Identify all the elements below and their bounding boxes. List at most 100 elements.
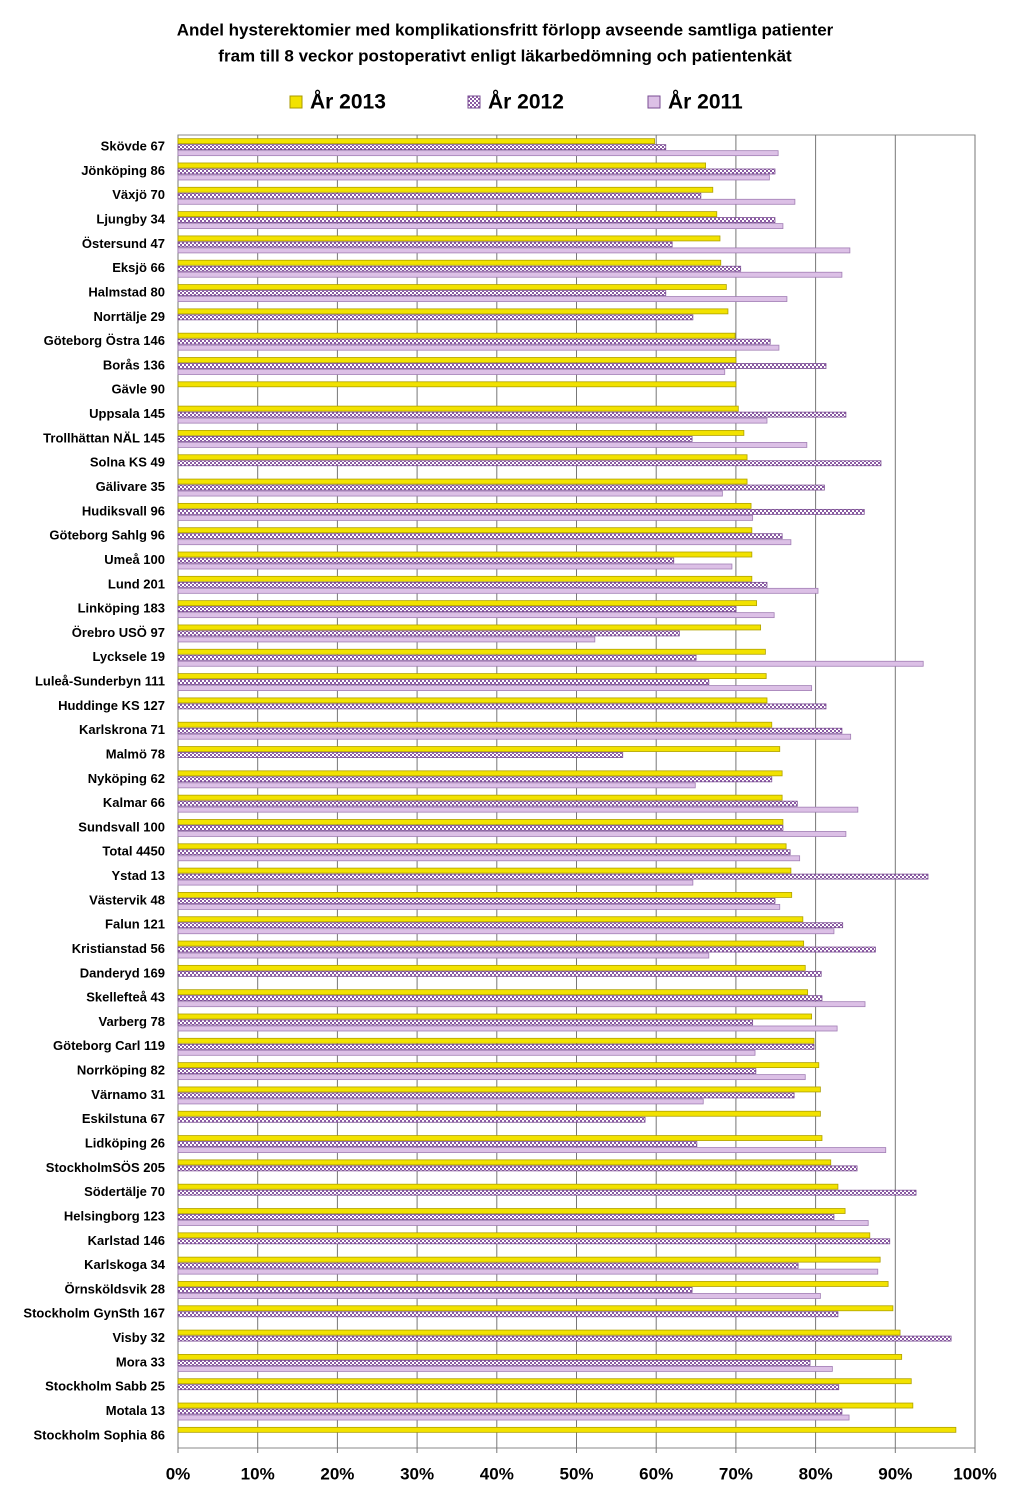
bar: [177, 600, 758, 607]
bar: [177, 879, 694, 886]
y-tick-label: Östersund 47: [82, 236, 165, 251]
y-tick-label: Stockholm Sabb 25: [45, 1379, 165, 1394]
chart-title: Andel hysterektomier med komplikationsfr…: [177, 20, 834, 39]
legend-swatch: [289, 95, 303, 109]
bar: [177, 654, 697, 661]
bar: [177, 770, 783, 777]
bar: [177, 673, 767, 679]
bar: [177, 284, 727, 290]
bar: [177, 174, 770, 181]
bar: [177, 679, 710, 685]
y-tick-label: Huddinge KS 127: [58, 698, 165, 713]
y-tick-label: Falun 121: [105, 917, 165, 932]
bar: [177, 198, 796, 205]
bar: [177, 685, 813, 691]
bar: [177, 259, 722, 266]
y-tick-label: Norrtälje 29: [93, 309, 165, 324]
bar: [177, 539, 792, 546]
y-tick-label: Malmö 78: [106, 746, 165, 761]
y-tick-label: Visby 32: [112, 1330, 165, 1345]
bar: [177, 648, 766, 655]
bar: [177, 223, 784, 230]
bar: [177, 533, 783, 540]
bar: [177, 314, 694, 321]
bar: [177, 630, 680, 637]
y-tick-label: Stockholm Sophia 86: [34, 1427, 165, 1442]
y-tick-label: Lund 201: [108, 576, 165, 591]
bar: [177, 551, 753, 558]
bar: [177, 1329, 901, 1336]
bar: [177, 1359, 811, 1366]
y-tick-label: Sundsvall 100: [78, 819, 165, 834]
bar: [177, 867, 792, 874]
bar: [177, 332, 736, 339]
bar: [177, 436, 693, 442]
bar: [177, 746, 781, 752]
legend-label: År 2012: [488, 90, 564, 114]
bar: [177, 952, 710, 959]
y-tick-label: Mora 33: [116, 1354, 165, 1369]
y-tick-label: Trollhättan NÄL 145: [43, 430, 165, 445]
y-tick-label: Örebro USÖ 97: [72, 625, 165, 640]
bar: [177, 369, 726, 375]
bar: [177, 247, 851, 254]
bar: [177, 1287, 693, 1293]
bar: [177, 946, 876, 953]
y-tick-label: Hudiksvall 96: [82, 503, 165, 518]
bar: [177, 381, 737, 388]
bar: [177, 168, 776, 175]
bar: [177, 581, 768, 588]
bar: [177, 612, 775, 619]
y-tick-label: Karlskrona 71: [79, 722, 165, 737]
bar: [177, 271, 843, 278]
bar: [177, 460, 882, 467]
bar: [177, 1311, 839, 1318]
y-tick-label: Växjö 70: [112, 187, 165, 202]
bar: [177, 995, 823, 1002]
bar: [177, 873, 929, 880]
y-tick-label: Skövde 67: [101, 139, 165, 154]
bar: [177, 1208, 846, 1214]
legend-swatch: [467, 95, 481, 109]
x-tick-label: 50%: [559, 1464, 593, 1483]
y-tick-label: Gävle 90: [112, 382, 166, 397]
bar: [177, 703, 827, 710]
bar: [177, 587, 819, 594]
bar: [177, 1086, 821, 1093]
bar: [177, 338, 771, 345]
bar: [177, 727, 843, 734]
bar: [177, 1384, 840, 1391]
bar: [177, 1025, 838, 1032]
bar: [177, 1220, 869, 1226]
bar: [177, 527, 753, 534]
bar: [177, 478, 748, 485]
bar: [177, 1335, 952, 1342]
bar: [177, 928, 835, 935]
bar: [177, 442, 808, 448]
x-tick-label: 90%: [878, 1464, 912, 1483]
bar: [177, 782, 696, 789]
bar: [177, 819, 784, 825]
bar: [177, 265, 742, 272]
bar: [177, 1098, 704, 1105]
bar: [177, 825, 784, 831]
bar: [177, 1049, 756, 1056]
bar: [177, 1256, 881, 1263]
y-tick-label: Uppsala 145: [89, 406, 165, 421]
x-tick-label: 60%: [639, 1464, 673, 1483]
bar: [177, 636, 596, 643]
bar: [177, 1268, 879, 1275]
bar: [177, 904, 781, 910]
bar: [177, 733, 852, 740]
bar: [177, 357, 737, 363]
y-tick-label: Stockholm GynSth 167: [23, 1306, 165, 1321]
bar: [177, 417, 768, 424]
bar: [177, 1019, 754, 1026]
bar: [177, 849, 791, 856]
bar: [177, 752, 624, 758]
y-tick-label: Danderyd 169: [80, 965, 165, 980]
bar: [177, 144, 667, 151]
bar: [177, 843, 787, 850]
bar: [177, 1165, 858, 1172]
